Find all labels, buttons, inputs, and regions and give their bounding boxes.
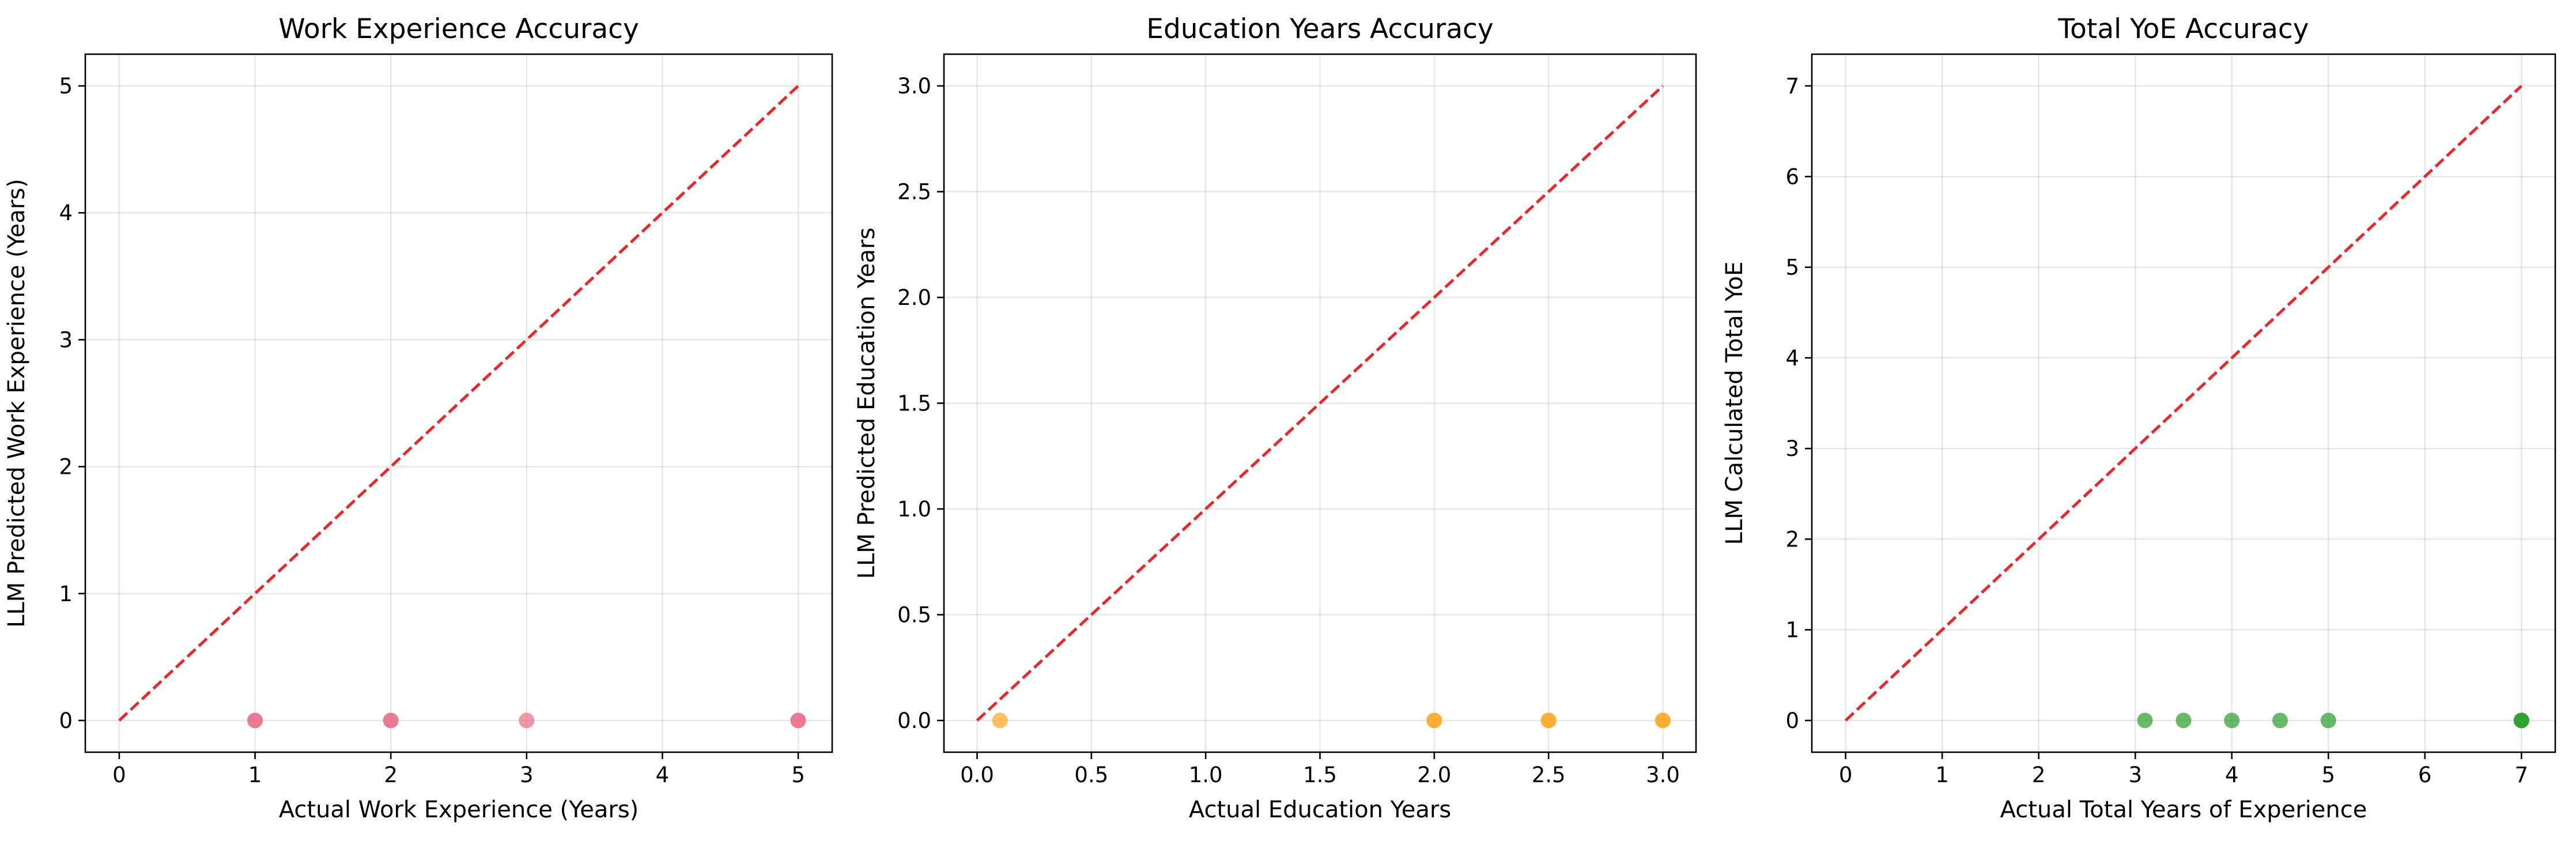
data-point xyxy=(1426,712,1442,729)
y-tick-label: 5 xyxy=(1785,255,1799,280)
data-point xyxy=(2272,712,2288,729)
y-axis-label: LLM Predicted Work Experience (Years) xyxy=(3,179,30,628)
x-tick-label: 4 xyxy=(2225,763,2239,787)
y-tick-label: 2.0 xyxy=(897,285,931,310)
y-tick-label: 7 xyxy=(1785,74,1799,99)
y-tick-label: 1 xyxy=(1785,618,1799,643)
data-point xyxy=(1540,712,1557,729)
y-tick-label: 5 xyxy=(59,74,73,99)
x-tick-label: 0.5 xyxy=(1074,763,1108,787)
y-tick-label: 2.5 xyxy=(897,180,931,205)
y-tick-label: 1.0 xyxy=(897,497,931,522)
data-point xyxy=(2513,712,2529,729)
x-tick-label: 2.0 xyxy=(1417,763,1451,787)
x-tick-label: 0 xyxy=(1839,763,1853,787)
x-tick-label: 3 xyxy=(2128,763,2142,787)
y-tick-label: 3 xyxy=(59,327,73,352)
data-point xyxy=(2224,712,2240,729)
reference-line xyxy=(976,85,1664,722)
data-point xyxy=(992,712,1008,729)
x-tick-label: 6 xyxy=(2418,763,2432,787)
x-axis-label: Actual Total Years of Experience xyxy=(2000,797,2367,823)
y-axis-label: LLM Predicted Education Years xyxy=(853,228,880,579)
x-tick-label: 2 xyxy=(2032,763,2046,787)
y-tick-label: 0 xyxy=(1785,708,1799,733)
x-tick-label: 1 xyxy=(1935,763,1949,787)
y-tick-label: 6 xyxy=(1785,164,1799,189)
x-tick-label: 4 xyxy=(656,763,670,787)
chart-panel-3: 0 1 2 3 4 5 6 7 0 1 2 3 4 5 6 7 Total YoE Accuracy Actual… xyxy=(1721,13,2556,823)
data-point xyxy=(2175,712,2192,729)
chart-title: Education Years Accuracy xyxy=(1146,13,1493,45)
data-point xyxy=(247,712,263,729)
data-point xyxy=(519,712,535,729)
reference-line xyxy=(1844,85,2523,722)
x-axis-label: Actual Education Years xyxy=(1189,797,1451,823)
y-tick-label: 0.0 xyxy=(897,708,931,733)
y-tick-label: 2 xyxy=(59,455,73,480)
data-point xyxy=(2137,712,2153,729)
x-axis-label: Actual Work Experience (Years) xyxy=(279,797,639,823)
x-tick-label: 1.5 xyxy=(1303,763,1337,787)
x-tick-label: 5 xyxy=(791,763,805,787)
y-tick-label: 0.5 xyxy=(897,602,931,627)
y-tick-label: 4 xyxy=(1785,346,1799,371)
y-tick-label: 1 xyxy=(59,582,73,606)
x-tick-label: 3 xyxy=(520,763,534,787)
data-point xyxy=(383,712,399,729)
x-tick-label: 1.0 xyxy=(1189,763,1223,787)
x-tick-label: 1 xyxy=(248,763,262,787)
chart-panel-2: 0.0 0.5 1.0 1.5 2.0 2.5 3.0 0.0 0.5 1.0 1.5 2.0 2.5 3… xyxy=(853,13,1697,823)
data-point xyxy=(1655,712,1671,729)
plot-frame xyxy=(1811,53,2556,753)
x-tick-label: 0.0 xyxy=(960,763,994,787)
data-point xyxy=(790,712,806,729)
x-tick-label: 0 xyxy=(112,763,126,787)
x-tick-label: 7 xyxy=(2515,763,2529,787)
y-tick-label: 3.0 xyxy=(897,74,931,99)
chart-title: Total YoE Accuracy xyxy=(2057,13,2309,45)
x-tick-label: 2 xyxy=(384,763,398,787)
chart-title: Work Experience Accuracy xyxy=(278,13,639,45)
x-tick-label: 3.0 xyxy=(1646,763,1680,787)
y-tick-label: 0 xyxy=(59,708,73,733)
x-tick-label: 2.5 xyxy=(1532,763,1566,787)
x-tick-label: 5 xyxy=(2322,763,2336,787)
data-point xyxy=(2320,712,2336,729)
reference-line xyxy=(118,85,799,722)
y-tick-label: 4 xyxy=(59,201,73,225)
y-axis-label: LLM Calculated Total YoE xyxy=(1721,262,1748,545)
y-tick-label: 2 xyxy=(1785,527,1799,552)
y-tick-label: 1.5 xyxy=(897,391,931,416)
y-tick-label: 3 xyxy=(1785,436,1799,461)
chart-panel-1: 0 1 2 3 4 5 0 1 2 3 4 5 Work Experience Accuracy Actu… xyxy=(3,13,833,823)
plot-frame xyxy=(84,53,833,753)
